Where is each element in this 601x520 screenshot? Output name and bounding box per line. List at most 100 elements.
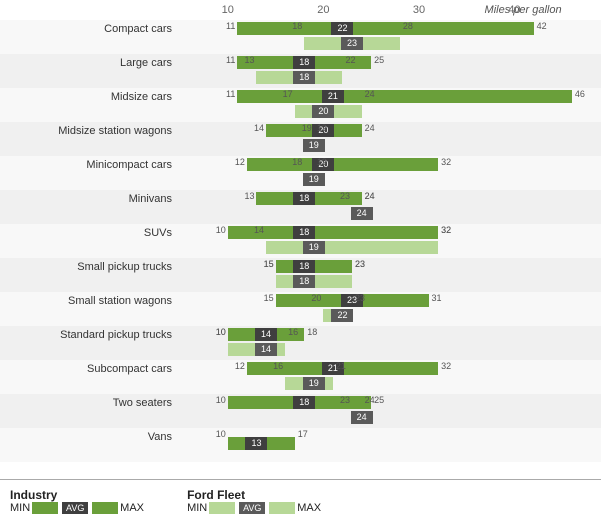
avg-box: 18 — [293, 192, 315, 205]
axis-tick-label: 40 — [508, 4, 520, 16]
min-label: 23 — [334, 394, 350, 407]
max-label: 31 — [432, 292, 442, 305]
max-label: 32 — [441, 156, 451, 169]
avg-box: 21 — [322, 90, 344, 103]
min-label: 16 — [267, 360, 283, 373]
max-label: 19 — [317, 156, 327, 169]
avg-box: 20 — [312, 105, 334, 118]
legend-min: MIN — [10, 502, 30, 514]
legend-max: MAX — [297, 502, 321, 514]
avg-box: 18 — [293, 275, 315, 288]
min-label: 13 — [238, 54, 254, 67]
bar-lane: 152318152318 — [180, 258, 591, 292]
avg-box: 18 — [293, 226, 315, 239]
max-label: 23 — [355, 292, 365, 305]
category-label: Vans — [0, 431, 180, 443]
category-row: Small station wagons153123202322 — [0, 292, 601, 326]
category-row: Vans101713 — [0, 428, 601, 462]
min-label: 18 — [286, 20, 302, 33]
max-label: 24 — [365, 190, 375, 203]
category-row: Standard pickup trucks101814101614 — [0, 326, 601, 360]
max-label: 16 — [288, 326, 298, 339]
avg-box: 14 — [255, 343, 277, 356]
min-label: 10 — [210, 428, 226, 441]
avg-box: 18 — [293, 260, 315, 273]
range-bar-chart: Miles per gallon 10 20 30 40 Compact cars 11 4… — [0, 0, 601, 520]
min-label: 15 — [258, 292, 274, 305]
category-label: Small pickup trucks — [0, 261, 180, 273]
axis-tick-label: 20 — [317, 4, 329, 16]
legend-swatch — [32, 502, 58, 514]
avg-box: 23 — [341, 37, 363, 50]
bar-lane: 114222182823 — [180, 20, 591, 54]
bar-lane: 101814101614 — [180, 326, 591, 360]
category-row: Minivans132418232424 — [0, 190, 601, 224]
legend-max: MAX — [120, 502, 144, 514]
avg-box: 24 — [351, 207, 373, 220]
range-bar-ford — [266, 241, 438, 254]
bar-lane: 114621172420 — [180, 88, 591, 122]
bar-lane: 123221162119 — [180, 360, 591, 394]
max-label: 42 — [537, 20, 547, 33]
avg-box: 24 — [351, 411, 373, 424]
category-row: Small pickup trucks152318152318 — [0, 258, 601, 292]
category-label: Midsize station wagons — [0, 125, 180, 137]
bar-lane: 153123202322 — [180, 292, 591, 326]
min-label: 11 — [219, 88, 235, 101]
avg-box: 18 — [293, 71, 315, 84]
min-label: 11 — [219, 54, 235, 67]
avg-box: 19 — [303, 139, 325, 152]
category-label: Small station wagons — [0, 295, 180, 307]
max-label: 25 — [374, 54, 384, 67]
bar-lane: 101713 — [180, 428, 591, 462]
min-label: 10 — [210, 394, 226, 407]
bar-lane: 11 25 18 13 22 18 — [180, 54, 591, 88]
max-label: 24 — [365, 122, 375, 135]
max-label: 23 — [355, 258, 365, 271]
category-row: Minicompact cars123220181919 — [0, 156, 601, 190]
legend-ford: Ford FleetMINAVGMAX — [187, 488, 321, 514]
legend-avg: AVG — [239, 502, 265, 514]
min-label: 13 — [238, 190, 254, 203]
category-label: SUVs — [0, 227, 180, 239]
min-label: 14 — [248, 122, 264, 135]
min-label: 10 — [210, 326, 226, 339]
avg-box: 18 — [293, 396, 315, 409]
max-label: 25 — [374, 394, 384, 407]
min-label: 23 — [334, 190, 350, 203]
category-label: Minicompact cars — [0, 159, 180, 171]
min-label: 20 — [305, 292, 321, 305]
bar-lane: 103218143219 — [180, 224, 591, 258]
legend-divider — [0, 479, 601, 480]
category-label: Compact cars — [0, 23, 180, 35]
min-label: 19 — [296, 122, 312, 135]
legend-swatch — [92, 502, 118, 514]
legend-min: MIN — [187, 502, 207, 514]
max-label: 18 — [307, 326, 317, 339]
max-label: 28 — [403, 20, 413, 33]
axis-title: Miles per gallon — [485, 4, 562, 16]
min-label: 12 — [229, 156, 245, 169]
avg-box: 18 — [293, 56, 315, 69]
max-label: 22 — [345, 54, 355, 67]
max-label: 32 — [441, 224, 451, 237]
category-label: Two seaters — [0, 397, 180, 409]
max-label: 19 — [317, 122, 327, 135]
category-row: Large cars112518132218 — [0, 54, 601, 88]
min-label: 15 — [258, 258, 274, 271]
category-row: Midsize cars114621172420 — [0, 88, 601, 122]
axis-tick-label: 30 — [413, 4, 425, 16]
max-label: 24 — [365, 88, 375, 101]
max-label: 46 — [575, 88, 585, 101]
range-bar-industry — [237, 22, 533, 35]
legend-title: Industry — [10, 488, 144, 502]
bar-lane: 102518232424 — [180, 394, 591, 428]
range-bar-industry — [247, 158, 438, 171]
category-label: Standard pickup trucks — [0, 329, 180, 341]
avg-box: 19 — [303, 377, 325, 390]
category-label: Minivans — [0, 193, 180, 205]
avg-box: 19 — [303, 173, 325, 186]
category-label: Subcompact cars — [0, 363, 180, 375]
legend-swatch — [269, 502, 295, 514]
plot-area: 10203040Compact cars114222182823Large ca… — [0, 20, 601, 462]
